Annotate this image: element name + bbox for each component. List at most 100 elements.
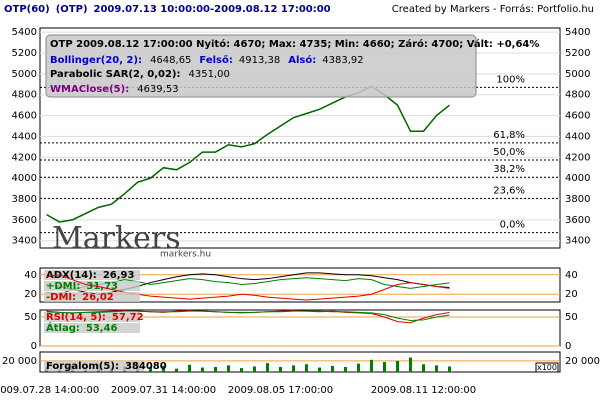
data-line [46, 272, 450, 295]
info-quote: OTP 2009.08.12 17:00:00 Nyitó: 4670; Max… [50, 38, 539, 50]
legend-bg [44, 292, 140, 302]
bar [331, 365, 334, 372]
y-tick-label: 5000 [12, 69, 37, 80]
bar [227, 365, 230, 372]
legend-entry: -DMI: 26,02 [46, 292, 114, 303]
value: 4383,92 [322, 55, 363, 66]
info-bollinger: Bollinger(20, 2): 4648,65 Felső: 4913,38 Als… [50, 54, 364, 66]
bar [292, 365, 295, 372]
y-tick-label: 4200 [12, 152, 37, 163]
bar [396, 360, 399, 372]
y-tick-label: 40 [24, 270, 37, 281]
y-tick-label: 3800 [565, 194, 590, 205]
legend-entry: Átlag: 53,46 [46, 321, 118, 334]
bar [409, 357, 412, 372]
bar [149, 367, 152, 372]
label: Parabolic SAR(2, 0,02): [50, 69, 180, 80]
value: 4913,38 [239, 55, 280, 66]
y-tick-label: 4200 [565, 152, 590, 163]
y-tick-label: 0 [31, 341, 37, 352]
label: Bollinger(20, 2): [50, 55, 142, 66]
y-tick-label: 20 [565, 289, 578, 300]
label: Felső: [199, 54, 232, 66]
code: (OTP) [56, 4, 88, 15]
unit-label: x100 [537, 363, 557, 372]
y-tick-label: 3600 [12, 215, 37, 226]
level-label: 0,0% [500, 220, 525, 231]
level-label: 61,8% [493, 130, 525, 141]
y-tick-label: 20 000 [565, 356, 600, 367]
x-tick-label: 2009.07.31 14:00:00 [111, 385, 216, 396]
bar [422, 364, 425, 372]
level-label: 100% [496, 74, 525, 85]
y-tick-label: 4800 [565, 90, 590, 101]
y-tick-label: 4600 [565, 111, 590, 122]
legend-bg [44, 323, 140, 333]
legend-bg [44, 361, 144, 371]
bar [162, 365, 165, 372]
x-tick-label: 2009.08.05 17:00:00 [228, 385, 333, 396]
legend-value: 384080 [125, 361, 167, 372]
y-tick-label: 4800 [12, 90, 37, 101]
y-tick-label: 5200 [565, 48, 590, 59]
x-tick-label: 2009.08.11 12:00:00 [371, 385, 476, 396]
bar [279, 367, 282, 372]
bar [175, 368, 178, 372]
y-tick-label: 0 [565, 341, 571, 352]
value: 4639,53 [137, 84, 178, 95]
legend-name: ADX(14): [46, 270, 97, 281]
bar [188, 364, 191, 372]
legend-value: 26,02 [82, 292, 114, 303]
y-tick-label: 4000 [12, 173, 37, 184]
legend-value: 57,72 [112, 312, 144, 323]
value: 4648,65 [150, 55, 191, 66]
y-tick-label: 50 [565, 312, 578, 323]
y-tick-label: 40 [565, 270, 578, 281]
x-tick-label: 2009.07.28 14:00:00 [0, 385, 99, 396]
legend-name: Átlag: [46, 321, 80, 334]
data-line [46, 310, 450, 321]
bar [240, 368, 243, 372]
label: Alsó: [288, 54, 316, 66]
y-tick-label: 5400 [12, 27, 37, 38]
bar [253, 366, 256, 372]
info-sar: Parabolic SAR(2, 0,02): 4351,00 [50, 69, 230, 80]
y-tick-label: 4000 [565, 173, 590, 184]
unit-box [535, 362, 559, 373]
bar [435, 365, 438, 372]
level-label: 38,2% [493, 164, 525, 175]
info-wma: WMAClose(5): 4639,53 [50, 84, 179, 95]
watermark-logo: Markers [52, 221, 181, 256]
y-tick-label: 4400 [565, 131, 590, 142]
y-tick-label: 3400 [565, 236, 590, 247]
y-tick-label: 3400 [12, 236, 37, 247]
legend-name: RSI(14, 5): [46, 312, 106, 323]
header-title: OTP(60) (OTP) 2009.07.13 10:00:00-2009.08.… [4, 4, 331, 15]
bar [201, 367, 204, 372]
legend-bg [44, 270, 140, 280]
legend-value: 26,93 [103, 270, 135, 281]
bar [383, 362, 386, 372]
watermark-site: markers.hu [160, 250, 211, 260]
legend-name: Forgalom(5): [46, 361, 119, 372]
legend-entry: +DMI: 31,73 [46, 281, 118, 292]
bar [448, 366, 451, 372]
bar [344, 367, 347, 372]
level-label: 23,6% [493, 185, 525, 196]
bar [357, 363, 360, 372]
value: 4351,00 [188, 69, 229, 80]
legend-bg [44, 312, 140, 322]
y-tick-label: 5400 [565, 27, 590, 38]
legend-value: 53,46 [86, 323, 118, 334]
info-box-bg [45, 34, 477, 98]
legend-bg [44, 281, 140, 291]
bar [305, 364, 308, 372]
y-tick-label: 4400 [12, 131, 37, 142]
legend-entry: RSI(14, 5): 57,72 [46, 312, 144, 323]
y-tick-label: 4600 [12, 111, 37, 122]
range: 2009.07.13 10:00:00-2009.08.12 17:00:00 [94, 4, 331, 15]
y-tick-label: 20 000 [2, 356, 37, 367]
bar [214, 367, 217, 372]
